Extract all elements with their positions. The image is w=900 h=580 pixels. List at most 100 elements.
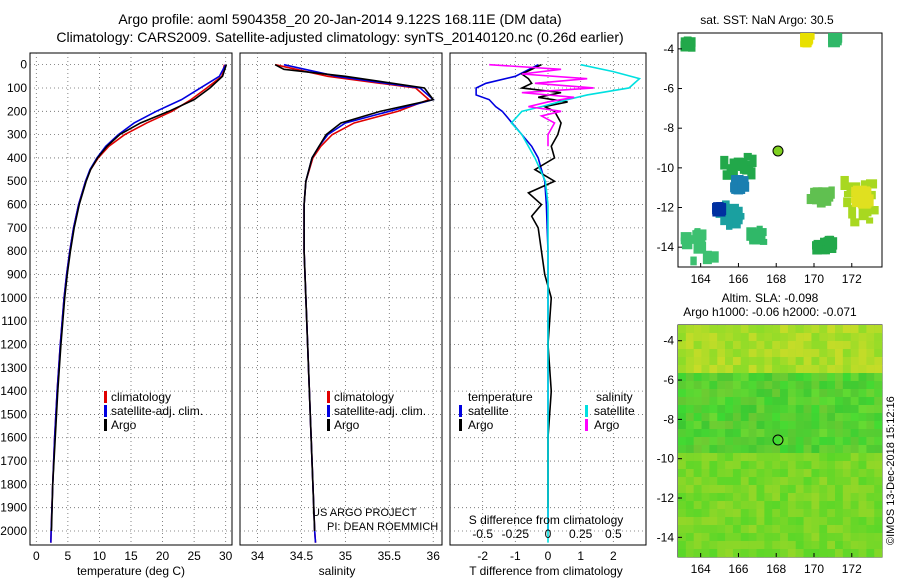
depth-tick-label: 1300	[0, 361, 27, 375]
legend-swatch-satellite	[104, 405, 107, 417]
depth-tick-label: 1400	[0, 384, 27, 398]
project-credit-line1: US ARGO PROJECT	[312, 507, 417, 519]
series-line-satellite-adj-clim-	[50, 64, 227, 543]
legend-swatch-climatology	[104, 391, 107, 403]
series-line-argo	[50, 64, 228, 532]
x-tick-label: 34	[251, 549, 265, 563]
legend-salinity-title: salinity	[596, 390, 633, 404]
legend-swatch-climatology	[327, 391, 330, 403]
depth-tick-label: 1000	[0, 291, 27, 305]
lon-tick-label: 166	[728, 562, 748, 576]
depth-tick-label: 300	[7, 128, 27, 142]
sla-map-title-line2: Argo h1000: -0.06 h2000: -0.071	[683, 305, 857, 319]
series-line-climatology	[50, 64, 226, 543]
salinity-panel: 34 34.5 35 35.5 36 salinity climatology sate…	[239, 52, 443, 578]
lat-tick-label: -10	[657, 161, 675, 175]
depth-axis-ticks: 0 100 200 300 400 500 600 700 800 900 1000 1100 1200…	[0, 58, 27, 538]
series-line-s-satellite	[510, 63, 642, 543]
lon-tick-label: 168	[766, 562, 786, 576]
t-difference-axis-label: T difference from climatology	[469, 564, 623, 578]
lon-tick-label: 164	[691, 562, 711, 576]
argo-float-marker	[772, 145, 784, 157]
lon-tick-label: 172	[842, 272, 862, 286]
lat-tick-label: -14	[657, 530, 675, 544]
lon-tick-label: 164	[691, 272, 711, 286]
lat-tick-label: -12	[657, 491, 675, 505]
argo-float-marker	[772, 434, 784, 446]
depth-tick-label: 1800	[0, 477, 27, 491]
x-tick-label: 25	[187, 549, 201, 563]
x-tick-label: 15	[124, 549, 138, 563]
figure-title-line1: Argo profile: aoml 5904358_20 20-Jan-201…	[118, 11, 561, 27]
legend-swatch-argo	[327, 419, 330, 431]
lon-tick-label: 170	[804, 272, 824, 286]
legend-climatology: climatology	[334, 390, 394, 404]
legend-t-argo: Argo	[468, 418, 494, 432]
depth-tick-label: 400	[7, 151, 27, 165]
s-tick-label: 0.25	[569, 527, 593, 541]
difference-legend: temperature satellite Argo salinity sate…	[459, 390, 635, 432]
legend-swatch-t-satellite	[459, 405, 462, 417]
series-line-argo	[274, 63, 435, 532]
s-difference-axis-label: S difference from climatology	[469, 513, 624, 527]
x-tick-label: 36	[427, 549, 441, 563]
depth-tick-label: 1900	[0, 501, 27, 515]
lat-tick-label: -10	[657, 452, 675, 466]
legend-swatch-t-argo	[459, 419, 462, 431]
s-tick-label: -0.25	[502, 527, 530, 541]
x-tick-label: 35.5	[378, 549, 402, 563]
lat-tick-label: -4	[663, 42, 674, 56]
legend-swatch-argo	[104, 419, 107, 431]
project-credit-line2: PI: DEAN ROEMMICH	[327, 521, 438, 533]
lat-tick-label: -14	[657, 240, 675, 254]
sst-map-pixels	[680, 33, 879, 266]
depth-tick-label: 700	[7, 221, 27, 235]
temperature-panel: 0 5 10 15 20 25 30 temperature (deg C) climato…	[29, 52, 233, 578]
depth-tick-label: 200	[7, 104, 27, 118]
depth-tick-label: 0	[20, 58, 27, 72]
depth-tick-label: 100	[7, 81, 27, 95]
difference-panel: -2 -1 0 1 2 -0.5 -0.25 0 0.25 0.5 T difference f…	[449, 52, 647, 578]
legend-argo: Argo	[111, 418, 137, 432]
sla-map-panel: Altim. SLA: -0.098 Argo h1000: -0.06 h20…	[657, 291, 883, 576]
x-tick-label: 34.5	[290, 549, 314, 563]
lat-tick-label: -8	[663, 412, 674, 426]
x-tick-label: 5	[65, 549, 72, 563]
depth-tick-label: 1200	[0, 337, 27, 351]
series-line-climatology	[274, 63, 431, 543]
lon-tick-label: 170	[804, 562, 824, 576]
legend-satellite: satellite-adj. clim.	[334, 404, 426, 418]
lat-tick-label: -6	[663, 82, 674, 96]
sst-map-title: sat. SST: NaN Argo: 30.5	[700, 13, 834, 27]
x-tick-label: 1	[577, 549, 584, 563]
lat-tick-label: -12	[657, 201, 675, 215]
depth-tick-label: 1600	[0, 431, 27, 445]
imos-credit: ©IMOS 13-Dec-2018 15:12:16	[885, 396, 897, 545]
legend-swatch-s-satellite	[585, 405, 588, 417]
sst-map-panel: sat. SST: NaN Argo: 30.5 164 166 168 170 172…	[657, 13, 883, 286]
legend-temperature-title: temperature	[468, 390, 533, 404]
legend-t-satellite: satellite	[468, 404, 509, 418]
depth-tick-label: 800	[7, 244, 27, 258]
s-tick-label: 0.5	[605, 527, 622, 541]
x-tick-label: 30	[219, 549, 233, 563]
lon-tick-label: 168	[766, 272, 786, 286]
x-tick-label: 35	[339, 549, 353, 563]
x-tick-label: -1	[510, 549, 521, 563]
depth-tick-label: 1700	[0, 454, 27, 468]
figure-title-line2: Climatology: CARS2009. Satellite-adjuste…	[56, 29, 623, 45]
lat-tick-label: -6	[663, 373, 674, 387]
lat-tick-label: -4	[663, 334, 674, 348]
lon-tick-label: 166	[728, 272, 748, 286]
lat-tick-label: -8	[663, 121, 674, 135]
x-tick-label: 0	[545, 549, 552, 563]
salinity-axis-label: salinity	[319, 564, 356, 578]
legend-swatch-s-argo	[585, 419, 588, 431]
x-tick-label: -2	[477, 549, 488, 563]
depth-tick-label: 1100	[1, 314, 27, 328]
legend-s-satellite: satellite	[594, 404, 635, 418]
legend-s-argo: Argo	[594, 418, 620, 432]
s-tick-label: -0.5	[472, 527, 493, 541]
salinity-legend: climatology satellite-adj. clim. Argo	[327, 390, 426, 432]
